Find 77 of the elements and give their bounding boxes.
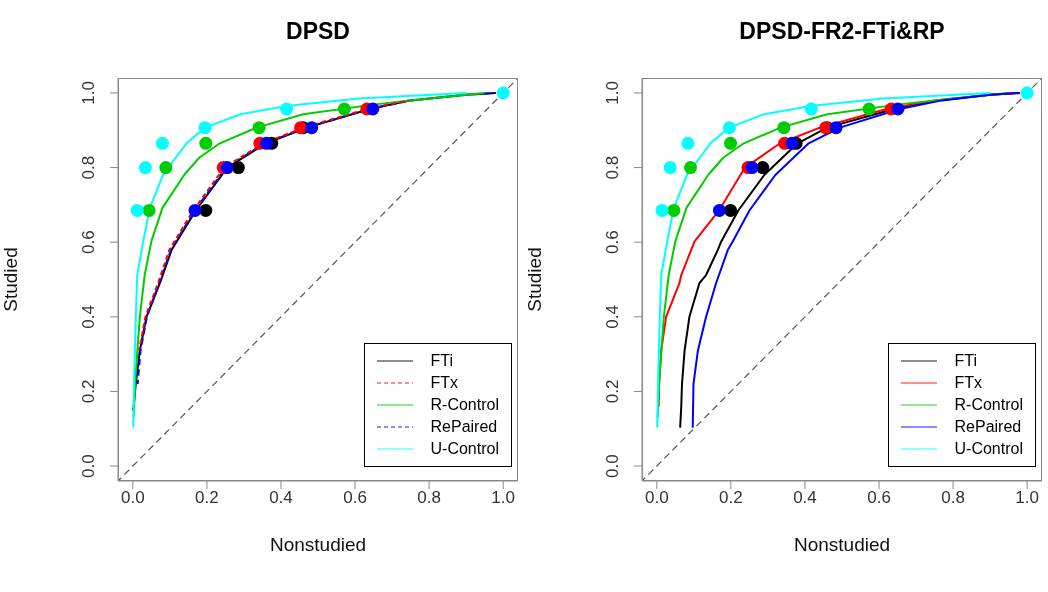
- point: [260, 136, 274, 150]
- point: [891, 102, 905, 116]
- point: [722, 121, 736, 135]
- point: [142, 203, 156, 217]
- point: [777, 121, 791, 135]
- x-tick-label: 1.0: [491, 488, 516, 508]
- legend-label: FTi: [954, 351, 978, 371]
- point: [829, 121, 843, 135]
- point: [220, 161, 234, 175]
- point: [804, 102, 818, 116]
- chart-title: DPSD: [285, 18, 351, 45]
- point: [663, 161, 677, 175]
- y-tick-label: 0.8: [603, 155, 622, 180]
- y-tick-label: 0.8: [79, 155, 98, 180]
- point: [684, 161, 698, 175]
- point: [155, 136, 169, 150]
- y-tick-label: 1.0: [79, 81, 98, 105]
- point: [712, 203, 726, 217]
- legend-label: RePaired: [954, 417, 1022, 437]
- point: [159, 161, 173, 175]
- point: [199, 136, 213, 150]
- point: [1020, 86, 1034, 100]
- legend-label: FTx: [954, 373, 983, 393]
- x-tick-label: 0.4: [269, 488, 293, 508]
- point: [785, 136, 799, 150]
- point: [138, 161, 152, 175]
- point: [130, 203, 144, 217]
- y-tick-label: 0.4: [79, 304, 98, 329]
- point: [188, 203, 202, 217]
- y-tick-label: 0.2: [603, 379, 622, 404]
- point: [496, 86, 510, 100]
- legend-label: R-Control: [430, 395, 499, 415]
- y-axis-title: Studied: [0, 247, 21, 312]
- point: [667, 203, 681, 217]
- point: [862, 102, 876, 116]
- x-tick-label: 0.8: [417, 488, 441, 508]
- line-series: [138, 99, 410, 352]
- y-axis-title: Studied: [523, 247, 545, 312]
- y-tick-label: 0.0: [603, 454, 622, 478]
- point: [681, 136, 695, 150]
- x-tick-label: 0.8: [941, 488, 965, 508]
- y-tick-label: 0.4: [603, 304, 622, 329]
- point: [231, 161, 245, 175]
- x-tick-label: 0.4: [793, 488, 817, 508]
- point: [305, 121, 319, 135]
- legend-label: RePaired: [430, 417, 498, 437]
- legend-label: U-Control: [430, 439, 499, 459]
- y-tick-label: 0.0: [79, 454, 98, 478]
- point: [199, 203, 213, 217]
- legend-label: FTx: [430, 373, 459, 393]
- y-tick-label: 0.6: [79, 230, 98, 255]
- x-axis-title: Nonstudied: [269, 534, 367, 555]
- x-tick-label: 1.0: [1015, 488, 1040, 508]
- x-tick-label: 0.0: [644, 488, 669, 508]
- point: [724, 203, 738, 217]
- legend-label: FTi: [430, 351, 454, 371]
- point: [198, 121, 212, 135]
- chart-title: DPSD-FR2-FTi&RP: [738, 18, 946, 45]
- point: [745, 161, 759, 175]
- legend-label: R-Control: [954, 395, 1023, 415]
- x-tick-label: 0.2: [195, 488, 219, 508]
- x-tick-label: 0.0: [120, 488, 145, 508]
- x-tick-label: 0.6: [867, 488, 891, 508]
- point: [252, 121, 266, 135]
- x-tick-label: 0.6: [343, 488, 367, 508]
- y-tick-label: 0.6: [603, 230, 622, 255]
- point: [337, 102, 351, 116]
- legend-label: U-Control: [954, 439, 1023, 459]
- x-tick-label: 0.2: [719, 488, 743, 508]
- point: [756, 161, 770, 175]
- y-tick-label: 0.2: [79, 379, 98, 404]
- point: [724, 136, 738, 150]
- point: [280, 102, 294, 116]
- point: [366, 102, 380, 116]
- point: [655, 203, 669, 217]
- x-axis-title: Nonstudied: [793, 534, 891, 555]
- y-tick-label: 1.0: [603, 81, 622, 105]
